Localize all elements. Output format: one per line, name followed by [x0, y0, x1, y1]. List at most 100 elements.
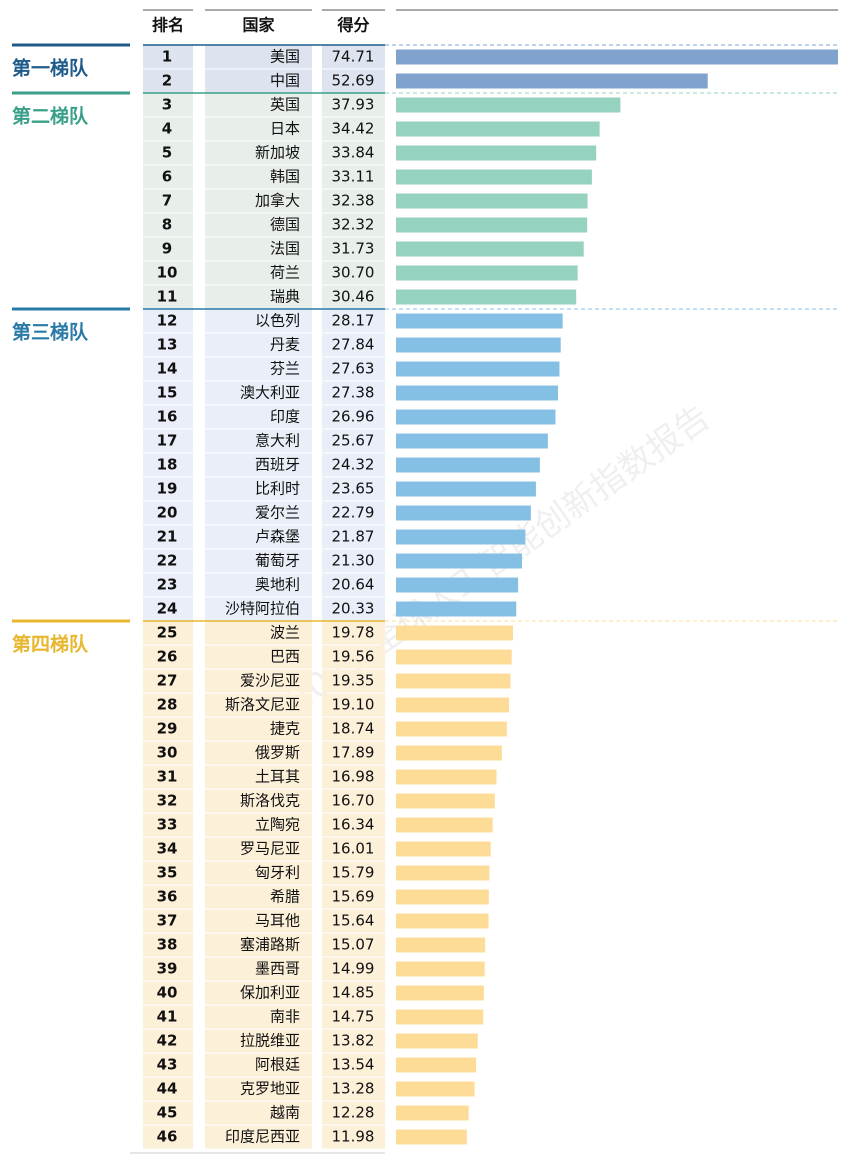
bar	[396, 577, 519, 593]
score: 12.28	[332, 1104, 375, 1122]
bar	[396, 385, 558, 401]
bar	[396, 553, 523, 569]
score: 19.10	[332, 696, 375, 714]
cell	[205, 549, 312, 573]
country: 保加利亚	[240, 984, 300, 1002]
cell	[322, 1053, 385, 1077]
cell	[143, 1029, 193, 1053]
country: 墨西哥	[255, 960, 300, 978]
cell	[143, 453, 193, 477]
bar	[396, 217, 588, 233]
cell	[322, 525, 385, 549]
country: 西班牙	[255, 456, 300, 474]
bar	[396, 457, 540, 473]
cell	[143, 117, 193, 141]
cell	[143, 813, 193, 837]
cell	[143, 669, 193, 693]
country: 丹麦	[270, 336, 300, 354]
cell	[322, 813, 385, 837]
rank: 9	[162, 240, 172, 258]
cell	[143, 357, 193, 381]
cell	[322, 141, 385, 165]
score: 16.34	[332, 816, 375, 834]
rank: 22	[157, 552, 178, 570]
country: 葡萄牙	[255, 552, 300, 570]
score: 14.99	[332, 960, 375, 978]
country: 斯洛文尼亚	[225, 696, 300, 714]
country: 爱沙尼亚	[240, 672, 300, 690]
rank: 33	[157, 816, 178, 834]
cell	[143, 957, 193, 981]
score: 13.82	[332, 1032, 375, 1050]
score: 21.30	[332, 552, 375, 570]
score: 17.89	[332, 744, 375, 762]
header-label: 得分	[336, 16, 369, 35]
score: 32.38	[332, 192, 375, 210]
cell	[322, 477, 385, 501]
rank: 12	[157, 312, 178, 330]
bar	[396, 697, 509, 713]
rank: 38	[157, 936, 178, 954]
cell	[143, 309, 193, 333]
bar	[396, 721, 507, 737]
rank: 31	[157, 768, 178, 786]
bar	[396, 649, 512, 665]
cell	[322, 501, 385, 525]
score: 18.74	[332, 720, 375, 738]
cell	[205, 261, 312, 285]
cell	[205, 381, 312, 405]
rank: 34	[157, 840, 178, 858]
cell	[143, 429, 193, 453]
bar	[396, 817, 493, 833]
cell	[322, 261, 385, 285]
cell	[143, 597, 193, 621]
score: 15.07	[332, 936, 375, 954]
cell	[322, 549, 385, 573]
country: 希腊	[270, 888, 300, 906]
country: 立陶宛	[255, 816, 300, 834]
score: 15.69	[332, 888, 375, 906]
cell	[322, 981, 385, 1005]
tier-label: 第三梯队	[12, 321, 89, 344]
cell	[322, 405, 385, 429]
cell	[205, 621, 312, 645]
score: 16.70	[332, 792, 375, 810]
bar	[396, 865, 490, 881]
cell	[322, 741, 385, 765]
rank: 28	[157, 696, 178, 714]
cell	[143, 237, 193, 261]
score: 15.79	[332, 864, 375, 882]
country: 沙特阿拉伯	[225, 600, 300, 618]
score: 16.01	[332, 840, 375, 858]
score: 27.63	[332, 360, 375, 378]
rank: 26	[157, 648, 178, 666]
rank: 35	[157, 864, 178, 882]
cell	[143, 405, 193, 429]
rank: 41	[157, 1008, 178, 1026]
bar	[396, 985, 484, 1001]
bar	[396, 769, 497, 785]
cell	[205, 813, 312, 837]
cell	[143, 261, 193, 285]
country: 荷兰	[270, 264, 300, 282]
cell	[205, 741, 312, 765]
bar	[396, 73, 708, 89]
cell	[143, 621, 193, 645]
cell	[322, 189, 385, 213]
rank: 10	[157, 264, 178, 282]
score: 28.17	[332, 312, 375, 330]
cell	[143, 213, 193, 237]
rank: 1	[162, 48, 172, 66]
score: 14.85	[332, 984, 375, 1002]
bar	[396, 409, 556, 425]
cell	[205, 1101, 312, 1125]
cell	[322, 933, 385, 957]
country: 俄罗斯	[255, 744, 300, 762]
bar	[396, 793, 495, 809]
country: 韩国	[270, 168, 300, 186]
cell	[322, 693, 385, 717]
bar	[396, 529, 526, 545]
cell	[143, 573, 193, 597]
bar	[396, 313, 563, 329]
bar	[396, 169, 592, 185]
